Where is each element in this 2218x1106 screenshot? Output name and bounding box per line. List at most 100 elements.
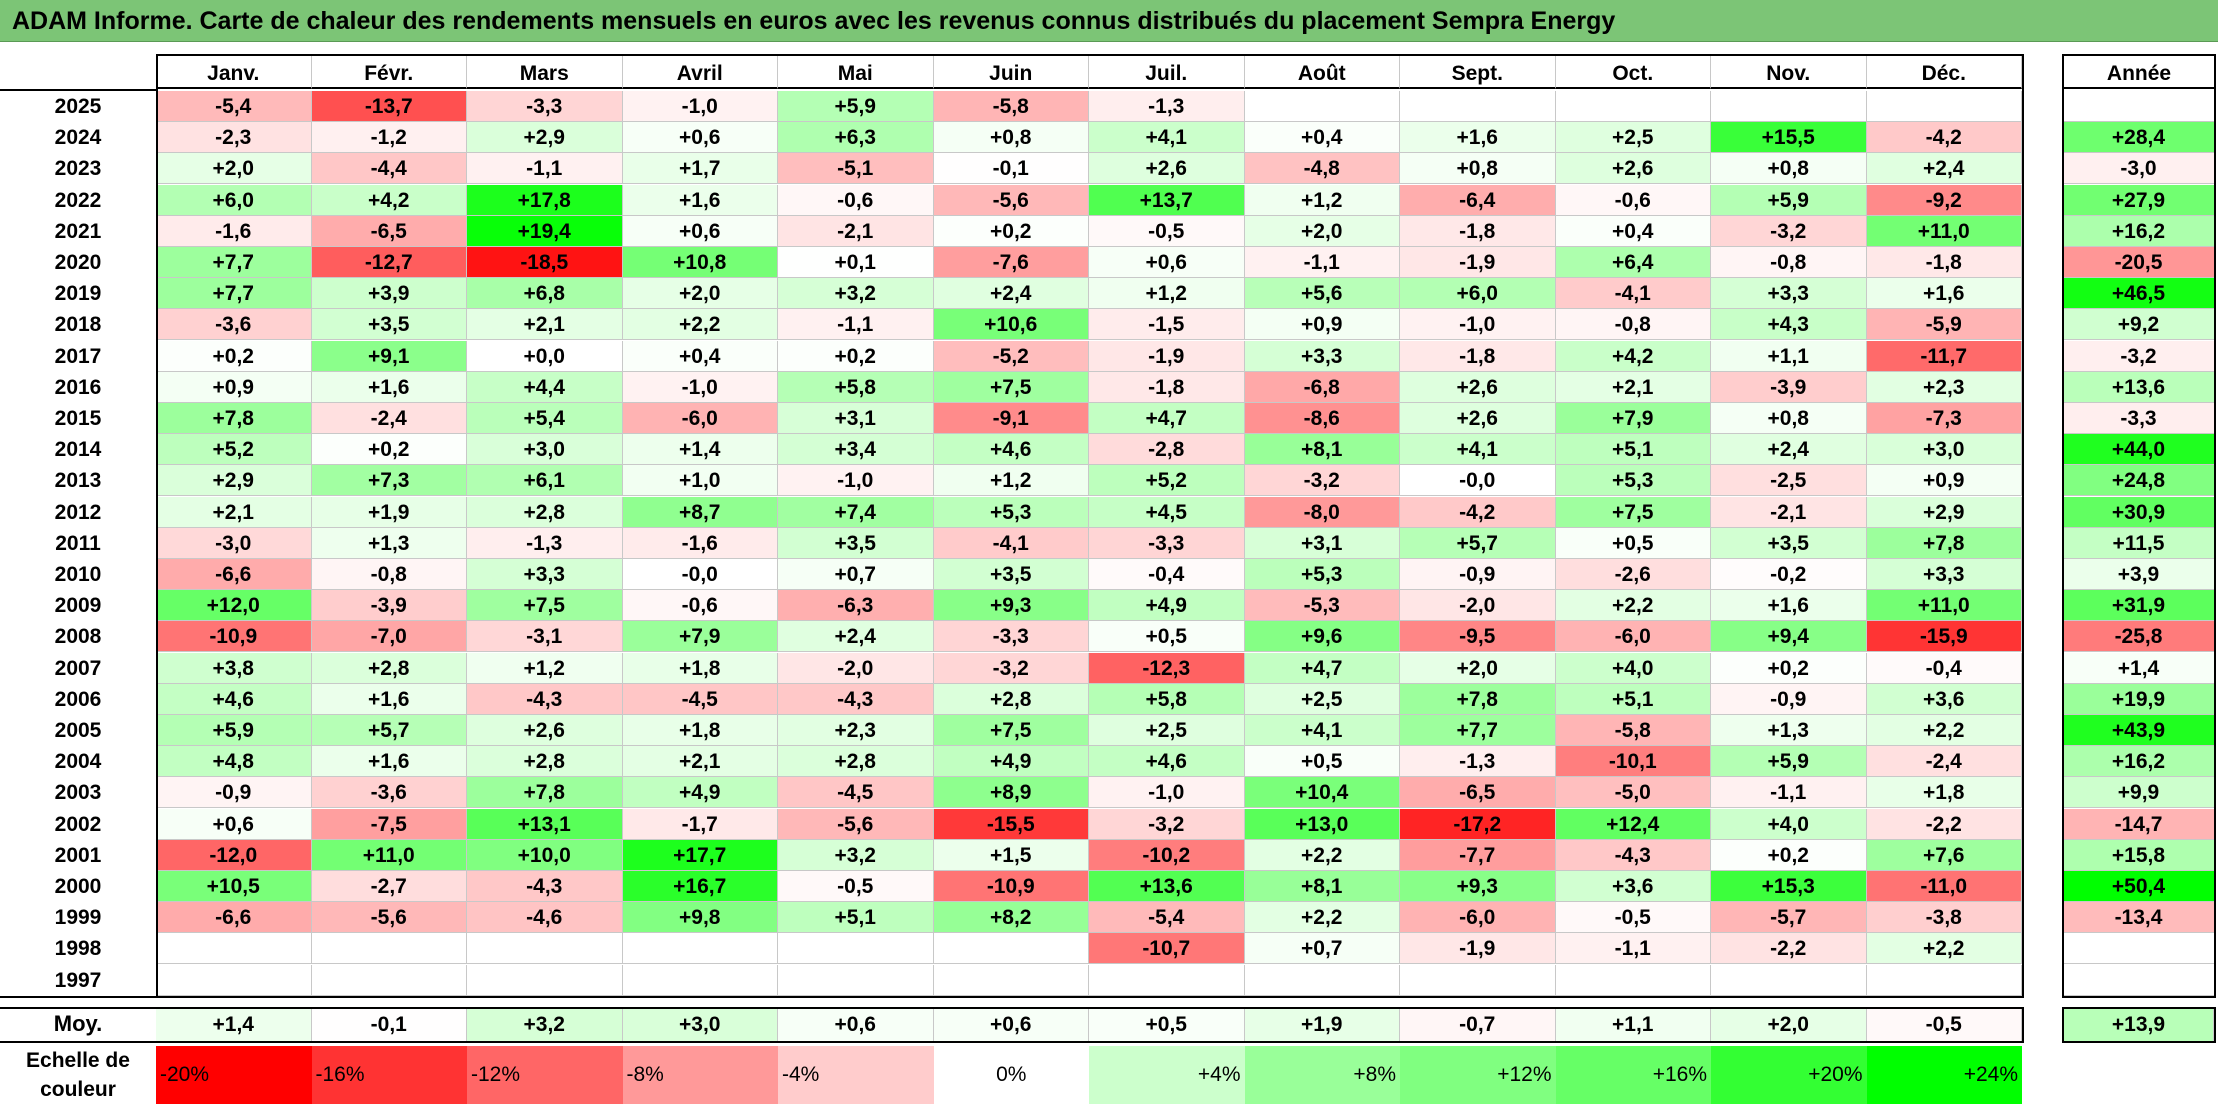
heatmap-cell: +7,8 xyxy=(156,403,312,434)
heatmap-cell: +13,6 xyxy=(1089,871,1245,902)
heatmap-cell: +8,1 xyxy=(1244,434,1400,466)
heatmap-cell: +1,6 xyxy=(1400,122,1556,154)
heatmap-cell: -1,0 xyxy=(622,371,778,403)
heatmap-cell: -10,9 xyxy=(933,871,1089,902)
heatmap-cell: +8,2 xyxy=(933,902,1089,934)
heatmap-cell: +1,1 xyxy=(1711,340,1867,372)
heatmap-cell: +2,9 xyxy=(156,465,312,497)
heatmap-cell: -1,6 xyxy=(156,215,312,247)
heatmap-cell xyxy=(933,933,1089,965)
heatmap-cell: +1,2 xyxy=(467,652,623,684)
average-cell: +2,0 xyxy=(1711,1008,1867,1041)
heatmap-cell: -6,3 xyxy=(778,590,934,622)
heatmap-cell: +15,5 xyxy=(1711,122,1867,154)
heatmap-cell: -5,4 xyxy=(1089,902,1245,934)
year-label: 2011 xyxy=(55,531,101,555)
heatmap-cell: -12,0 xyxy=(156,839,312,871)
heatmap-cell: -7,7 xyxy=(1400,839,1556,871)
heatmap-cell: -6,5 xyxy=(311,215,467,247)
heatmap-cell: +7,8 xyxy=(1400,683,1556,715)
heatmap-cell: +7,3 xyxy=(311,465,467,497)
heatmap-cell: +16,7 xyxy=(622,871,778,902)
heatmap-cell: +5,1 xyxy=(1555,683,1711,715)
heatmap-cell: +10,0 xyxy=(467,839,623,871)
heatmap-cell: -4,3 xyxy=(778,683,934,715)
heatmap-cell: +0,1 xyxy=(778,247,934,278)
heatmap-cell: +11,0 xyxy=(1866,590,2022,622)
heatmap-cell: -3,2 xyxy=(1711,215,1867,247)
heatmap-cell: +4,6 xyxy=(1089,746,1245,778)
annual-cell: +50,4 xyxy=(2062,871,2216,902)
heatmap-cell: +0,4 xyxy=(1555,215,1711,247)
heatmap-cell: +1,8 xyxy=(622,652,778,684)
heatmap-cell: +7,6 xyxy=(1866,839,2022,871)
month-header: Juil. xyxy=(1089,54,1245,89)
heatmap-cell: +2,8 xyxy=(467,746,623,778)
heatmap-cell: -0,5 xyxy=(1555,902,1711,934)
heatmap-cell: +7,7 xyxy=(1400,715,1556,746)
heatmap-cell: +9,4 xyxy=(1711,621,1867,653)
heatmap-cell: +2,1 xyxy=(156,496,312,528)
heatmap-cell: -2,4 xyxy=(1866,746,2022,778)
heatmap-cell: +0,6 xyxy=(622,215,778,247)
heatmap-cell: +3,8 xyxy=(156,652,312,684)
year-label: 2003 xyxy=(54,781,102,805)
heatmap-cell: -6,5 xyxy=(1400,777,1556,809)
heatmap-cell: -1,1 xyxy=(778,309,934,341)
heatmap-cell: -0,8 xyxy=(311,559,467,590)
year-label: 2002 xyxy=(54,812,102,836)
heatmap-cell: -4,5 xyxy=(778,777,934,809)
heatmap-cell: -3,9 xyxy=(1711,371,1867,403)
heatmap-cell: -2,0 xyxy=(1400,590,1556,622)
heatmap-cell: +4,6 xyxy=(933,434,1089,466)
heatmap-cell: +8,9 xyxy=(933,777,1089,809)
heatmap-cell: -1,8 xyxy=(1400,215,1556,247)
average-cell: -0,7 xyxy=(1400,1008,1556,1041)
year-label: 2001 xyxy=(54,843,102,867)
heatmap-cell xyxy=(1089,964,1245,996)
heatmap-cell: +2,6 xyxy=(467,715,623,746)
heatmap-cell: +0,2 xyxy=(1711,839,1867,871)
annual-cell: +44,0 xyxy=(2062,434,2216,466)
heatmap-cell: +7,8 xyxy=(467,777,623,809)
heatmap-cell: -5,8 xyxy=(933,91,1089,122)
heatmap-cell: +1,2 xyxy=(1089,278,1245,310)
heatmap-cell: -1,9 xyxy=(1400,933,1556,965)
month-header: Sept. xyxy=(1400,54,1556,89)
heatmap-cell: +4,7 xyxy=(1089,403,1245,434)
annual-cell: -20,5 xyxy=(2062,247,2216,278)
heatmap-cell: +0,9 xyxy=(1244,309,1400,341)
heatmap-cell: +5,1 xyxy=(778,902,934,934)
heatmap-cell: -12,7 xyxy=(311,247,467,278)
heatmap-cell: +0,6 xyxy=(1089,247,1245,278)
heatmap-cell: +1,3 xyxy=(1711,715,1867,746)
heatmap-cell: -4,4 xyxy=(311,153,467,185)
color-scale-swatch: -4% xyxy=(778,1046,934,1104)
heatmap-cell: -0,5 xyxy=(1089,215,1245,247)
heatmap-cell: -3,9 xyxy=(311,590,467,622)
heatmap-cell: +2,1 xyxy=(467,309,623,341)
heatmap-cell: +4,1 xyxy=(1244,715,1400,746)
heatmap-cell: -5,2 xyxy=(933,340,1089,372)
heatmap-cell: -5,8 xyxy=(1555,715,1711,746)
heatmap-cell: -6,6 xyxy=(156,559,312,590)
month-header: Nov. xyxy=(1711,54,1867,89)
color-scale-swatch: -12% xyxy=(467,1046,623,1104)
heatmap-cell: +8,1 xyxy=(1244,871,1400,902)
heatmap-cell: +3,6 xyxy=(1866,683,2022,715)
heatmap-cell: -9,2 xyxy=(1866,184,2022,216)
heatmap-cell xyxy=(156,964,312,996)
heatmap-cell: -2,1 xyxy=(778,215,934,247)
heatmap-cell: +5,6 xyxy=(1244,278,1400,310)
heatmap-cell: -4,3 xyxy=(1555,839,1711,871)
month-header: Mars xyxy=(467,54,623,89)
heatmap-cell: -15,9 xyxy=(1866,621,2022,653)
heatmap-cell: +4,0 xyxy=(1711,808,1867,840)
color-scale-swatch: -20% xyxy=(156,1046,312,1104)
heatmap-cell: -4,3 xyxy=(467,871,623,902)
heatmap-cell: -10,9 xyxy=(156,621,312,653)
heatmap-cell: +1,6 xyxy=(1866,278,2022,310)
year-label: 2010 xyxy=(54,563,102,586)
year-label: 2022 xyxy=(54,188,102,212)
heatmap-cell: -7,5 xyxy=(311,808,467,840)
